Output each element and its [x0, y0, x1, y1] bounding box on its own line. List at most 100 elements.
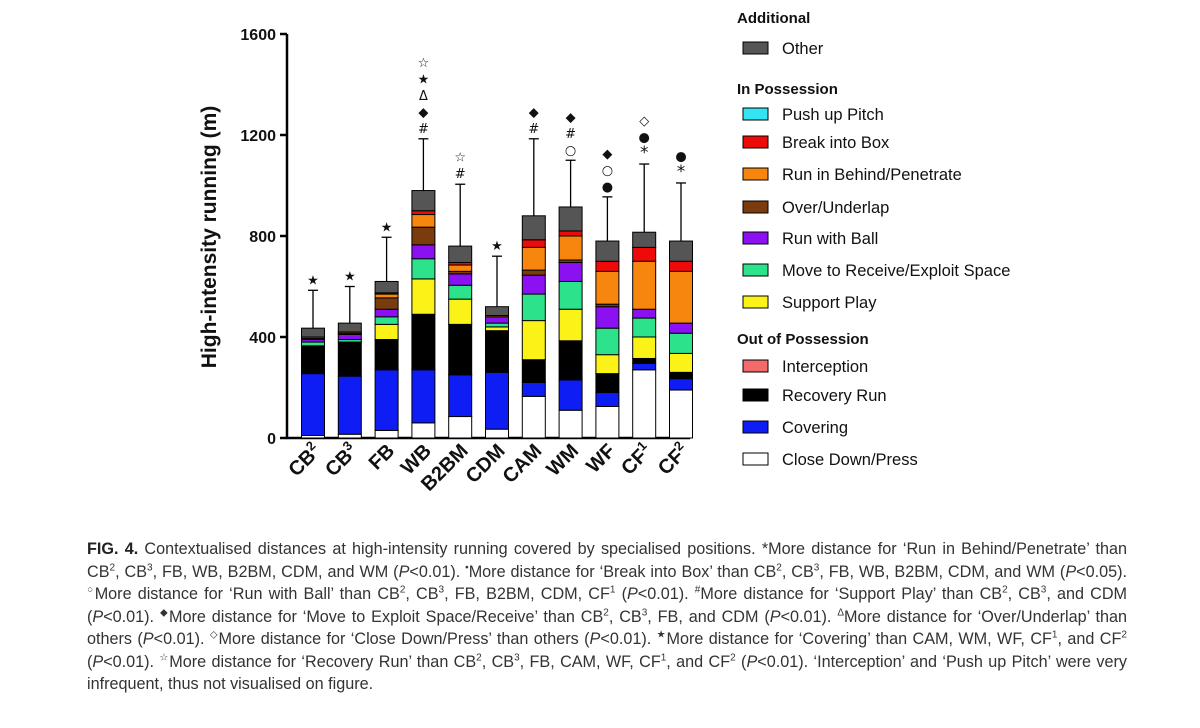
caption-segment: ★More distance for ‘Covering’ than CAM, … [87, 629, 1127, 671]
legend-swatch-move-to-receive-exploit-space [742, 263, 769, 277]
bar-segment-other [411, 190, 436, 212]
significance-mark: ★ [307, 273, 319, 288]
bar-segment-covering [595, 392, 620, 407]
bar-segment-support-play [669, 352, 693, 373]
legend-swatch-over-underlap [742, 200, 769, 214]
bar-segment-close-down-press [632, 369, 657, 439]
significance-mark: ★ [491, 239, 503, 254]
bar-segment-run-with-ball [411, 244, 436, 260]
significance-mark: ○ [565, 143, 576, 158]
x-tick-label: FB [365, 440, 399, 474]
bar-segment-other [558, 206, 583, 232]
legend-swatch-break-into-box [742, 135, 769, 149]
legend-label-recovery-run: Recovery Run [782, 387, 887, 405]
legend-label-run-with-ball: Run with Ball [782, 230, 878, 248]
significance-marks: ★ ★★#◆Δ★☆#☆★#◆○#◆●○◆ *●◇*● [307, 56, 687, 289]
caption-segment: ☆More distance for ‘Recovery Run’ than C… [159, 652, 814, 671]
bar-segment-run-with-ball [669, 322, 693, 334]
caption-label: FIG. 4. [87, 540, 139, 558]
caption-segment: •More distance for ‘Break into Box’ than… [465, 562, 1127, 581]
bar-segment-close-down-press [485, 428, 509, 439]
legend-label-break-into-box: Break into Box [782, 134, 890, 152]
bar-segment-other [595, 240, 620, 262]
significance-mark: ☆ [418, 56, 430, 71]
significance-mark: ◆ [418, 105, 428, 120]
y-tick-label: 1200 [240, 128, 276, 145]
bar-segment-other [448, 245, 473, 264]
bar-segment-run-in-behind-penetrate [521, 246, 546, 271]
bar-segment-move-to-receive-exploit-space [521, 293, 546, 322]
bar-segment-close-down-press [374, 429, 399, 439]
bar-segment-recovery-run [632, 357, 657, 365]
bar-segment-recovery-run [485, 330, 509, 373]
significance-mark: # [565, 127, 576, 142]
legend-label-covering: Covering [782, 419, 848, 437]
bar-segment-other [337, 322, 362, 333]
bar-segment-other [301, 327, 325, 338]
legend-swatch-covering [742, 420, 769, 434]
x-tick-label: CB3 [319, 438, 362, 481]
bar-segment-run-in-behind-penetrate [669, 270, 693, 324]
significance-mark: ◆ [602, 147, 612, 162]
bar-segment-close-down-press [337, 433, 362, 439]
legend-swatch-run-with-ball [742, 231, 769, 245]
bar-segment-over-underlap [521, 269, 546, 276]
y-ticks: 0 400 800 1200 1600 [240, 27, 287, 448]
legend-label-push-up-pitch: Push up Pitch [782, 106, 884, 124]
x-tick-label: WF [582, 440, 620, 478]
x-tick-label: CB2 [282, 438, 325, 481]
bar-segment-other [521, 215, 546, 241]
significance-mark: # [455, 167, 466, 182]
bar-segment-covering [485, 371, 509, 430]
bar-segment-move-to-receive-exploit-space [448, 284, 473, 300]
bar-segment-move-to-receive-exploit-space [595, 327, 620, 356]
significance-mark: # [418, 122, 429, 137]
caption-segment: ΔMore distance for ‘Over/Underlap’ than … [87, 607, 1127, 649]
figure-caption: FIG. 4. Contextualised distances at high… [87, 538, 1127, 696]
legend-label-run-in-behind-penetrate: Run in Behind/Penetrate [782, 166, 962, 184]
significance-mark: ● [639, 131, 650, 146]
bar-segment-covering [521, 381, 546, 397]
bar-segment-support-play [448, 298, 473, 325]
legend-swatch-run-in-behind-penetrate [742, 167, 769, 181]
significance-mark: ◆ [566, 110, 576, 125]
bar-segment-run-with-ball [448, 273, 473, 286]
bar-segment-covering [669, 378, 693, 391]
legend-swatch-other [742, 41, 769, 55]
y-tick-label: 0 [267, 431, 276, 448]
bar-segment-covering [337, 375, 362, 435]
bar-segment-move-to-receive-exploit-space [669, 332, 693, 354]
bar-segment-move-to-receive-exploit-space [632, 317, 657, 338]
bar-segment-run-in-behind-penetrate [374, 293, 399, 299]
error-bars [308, 138, 686, 329]
bar-segment-other [632, 231, 657, 248]
significance-mark: ● [602, 180, 613, 195]
bar-segment-move-to-receive-exploit-space [411, 258, 436, 280]
x-tick-label: CF1 [615, 438, 657, 480]
bar-segment-run-in-behind-penetrate [558, 235, 583, 261]
bar-segment-covering [301, 373, 325, 436]
x-tick-label: CF2 [652, 438, 694, 480]
bar-segment-move-to-receive-exploit-space [374, 316, 399, 325]
caption-segment: ◇More distance for ‘Close Down/Press’ th… [209, 629, 657, 648]
legend-label-move-to-receive-exploit-space: Move to Receive/Exploit Space [782, 262, 1010, 280]
bar-segment-recovery-run [374, 339, 399, 371]
bar-segment-close-down-press [448, 416, 473, 439]
bar-segment-run-in-behind-penetrate [411, 214, 436, 228]
significance-mark: # [528, 122, 539, 137]
significance-mark: ◇ [639, 114, 649, 129]
legend-group-title: Additional [737, 10, 810, 27]
bar-segment-run-in-behind-penetrate [632, 260, 657, 310]
bar-segment-move-to-receive-exploit-space [301, 341, 325, 347]
bar-segment-recovery-run [411, 313, 436, 371]
bar-segment-over-underlap [374, 297, 399, 310]
x-tick-label: CDM [462, 440, 510, 488]
bar-segment-close-down-press [669, 389, 693, 439]
bar-segment-covering [632, 363, 657, 371]
bar-segment-recovery-run [301, 345, 325, 375]
bar-segment-close-down-press [558, 409, 583, 439]
legend-label-other: Other [782, 40, 824, 58]
bar-segment-break-into-box [411, 210, 436, 216]
